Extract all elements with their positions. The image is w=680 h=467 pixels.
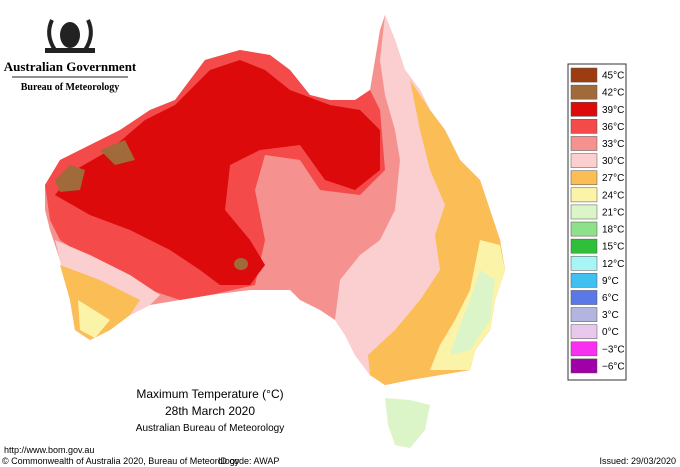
legend-label: 3°C bbox=[602, 310, 619, 321]
legend-label: 24°C bbox=[602, 190, 624, 201]
footer-id: ID code: AWAP bbox=[218, 456, 279, 466]
legend-label: 33°C bbox=[602, 139, 624, 150]
zone-42b bbox=[100, 140, 135, 165]
map-title: Maximum Temperature (°C) bbox=[136, 387, 283, 401]
footer-copyright: © Commonwealth of Australia 2020, Bureau… bbox=[2, 456, 240, 466]
legend-label: 45°C bbox=[602, 71, 624, 82]
zone-39 bbox=[55, 60, 380, 285]
zone-21 bbox=[450, 270, 495, 355]
footer-url: http://www.bom.gov.au bbox=[4, 445, 94, 455]
legend-label: 42°C bbox=[602, 88, 624, 99]
australia-map bbox=[45, 15, 505, 448]
legend-swatch bbox=[570, 238, 598, 254]
legend-label: 9°C bbox=[602, 276, 619, 287]
agency-name: Bureau of Meteorology bbox=[21, 82, 120, 93]
legend-swatch bbox=[570, 324, 598, 340]
legend-label: 18°C bbox=[602, 225, 624, 236]
legend-swatch bbox=[570, 84, 598, 100]
legend-swatch bbox=[570, 290, 598, 305]
legend-label: 15°C bbox=[602, 242, 624, 253]
legend-label: −6°C bbox=[602, 361, 625, 372]
tasmania bbox=[385, 398, 430, 448]
zone-24 bbox=[430, 240, 505, 370]
legend-swatch bbox=[570, 153, 598, 168]
legend-label: 12°C bbox=[602, 259, 624, 270]
legend-swatch bbox=[570, 101, 598, 117]
legend-swatch bbox=[570, 119, 598, 134]
legend: 45°C 42°C 39°C 36°C 33°C 30°C 27°C 24°C 21°C 18°C… bbox=[567, 63, 627, 381]
map-date: 28th March 2020 bbox=[165, 404, 255, 418]
zone-42 bbox=[55, 165, 85, 192]
zone-42c bbox=[234, 258, 248, 270]
legend-swatch bbox=[570, 307, 598, 322]
legend-swatch bbox=[570, 221, 598, 237]
legend-swatch bbox=[570, 170, 598, 186]
legend-swatch bbox=[570, 136, 598, 151]
legend-swatch bbox=[570, 204, 598, 220]
legend-swatch bbox=[570, 187, 598, 203]
legend-swatch bbox=[570, 255, 598, 271]
coat-of-arms bbox=[45, 19, 95, 53]
legend-swatch bbox=[570, 273, 598, 288]
footer-issued: Issued: 29/03/2020 bbox=[599, 456, 676, 466]
legend-swatch bbox=[570, 67, 598, 83]
legend-swatch bbox=[570, 341, 598, 357]
legend-swatch bbox=[570, 358, 598, 374]
legend-label: 39°C bbox=[602, 105, 624, 116]
gov-name: Australian Government bbox=[4, 59, 137, 74]
legend-label: 21°C bbox=[602, 207, 624, 218]
sw-zone-24 bbox=[78, 300, 110, 338]
legend-label: 30°C bbox=[602, 156, 624, 167]
legend-label: −3°C bbox=[602, 344, 625, 355]
legend-label: 0°C bbox=[602, 327, 619, 338]
legend-label: 6°C bbox=[602, 293, 619, 304]
map-source: Australian Bureau of Meteorology bbox=[136, 423, 284, 434]
legend-label: 36°C bbox=[602, 122, 624, 133]
legend-label: 27°C bbox=[602, 173, 624, 184]
